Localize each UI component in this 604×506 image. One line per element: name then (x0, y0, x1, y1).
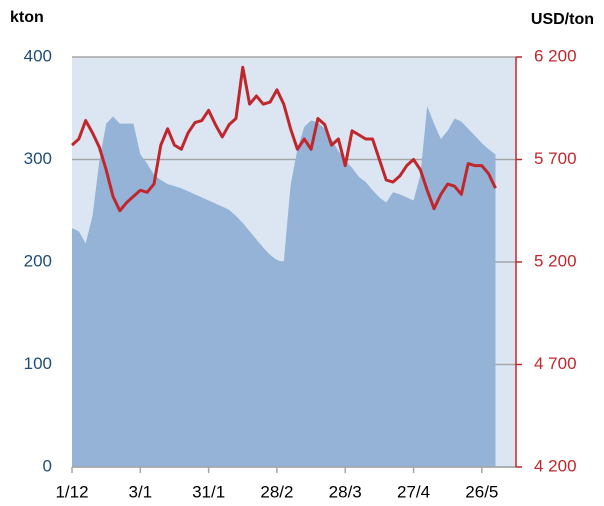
y2-tick-label: 6 200 (534, 46, 577, 65)
x-tick-label: 26/5 (465, 482, 498, 501)
x-tick-label: 28/2 (260, 482, 293, 501)
y-tick-label: 300 (24, 149, 52, 168)
y2-tick-label: 5 200 (534, 251, 577, 270)
x-tick-label: 31/1 (192, 482, 225, 501)
area (72, 106, 496, 467)
y2-tick-label: 4 700 (534, 354, 577, 373)
line (70, 65, 497, 213)
y-axis-label: kton (10, 9, 44, 26)
x-tick-label: 27/4 (397, 482, 430, 501)
y-tick-label: 200 (24, 251, 52, 270)
x-tick-label: 1/12 (55, 482, 88, 501)
x-tick-label: 28/3 (329, 482, 362, 501)
y2-axis-label: USD/ton (531, 11, 594, 28)
x-tick-label: 3/1 (128, 482, 152, 501)
y-tick-label: 400 (24, 46, 52, 65)
y-tick-label: 0 (43, 456, 52, 475)
y2-tick-label: 5 700 (534, 149, 577, 168)
y2-tick-label: 4 200 (534, 456, 577, 475)
y-tick-label: 100 (24, 354, 52, 373)
